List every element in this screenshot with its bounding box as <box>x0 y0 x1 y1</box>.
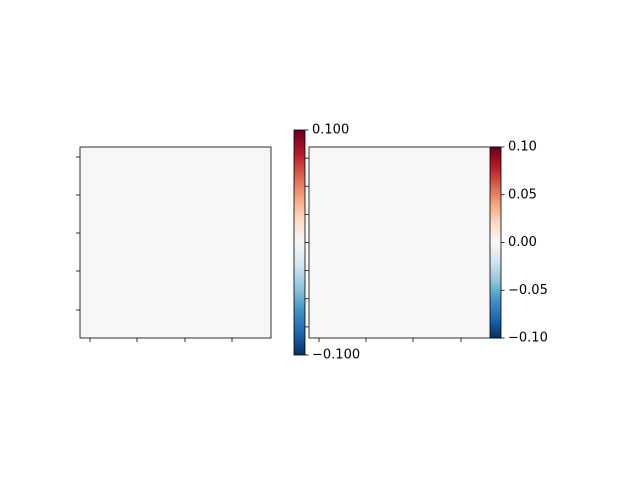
heatmap-cell <box>80 147 271 338</box>
colorbar-tick-label: −0.100 <box>312 348 360 363</box>
colorbar-tick-label: 0.10 <box>508 140 537 155</box>
colorbar-tick-label: −0.05 <box>508 283 548 298</box>
axis-ticks <box>76 156 462 342</box>
colorbar-tick-label: 0.00 <box>508 235 537 250</box>
colorbar <box>293 129 306 356</box>
axes-frame <box>79 146 272 339</box>
colorbar-tick-label: 0.100 <box>312 123 349 138</box>
colorbar-tick-label: −0.10 <box>508 331 548 346</box>
colorbar <box>489 146 502 339</box>
colorbar-tick-label: 0.05 <box>508 187 537 202</box>
plots: −0.100−0.075−0.050−0.0250.0000.0250.0500… <box>79 123 548 363</box>
heatmap-cell <box>309 147 500 338</box>
